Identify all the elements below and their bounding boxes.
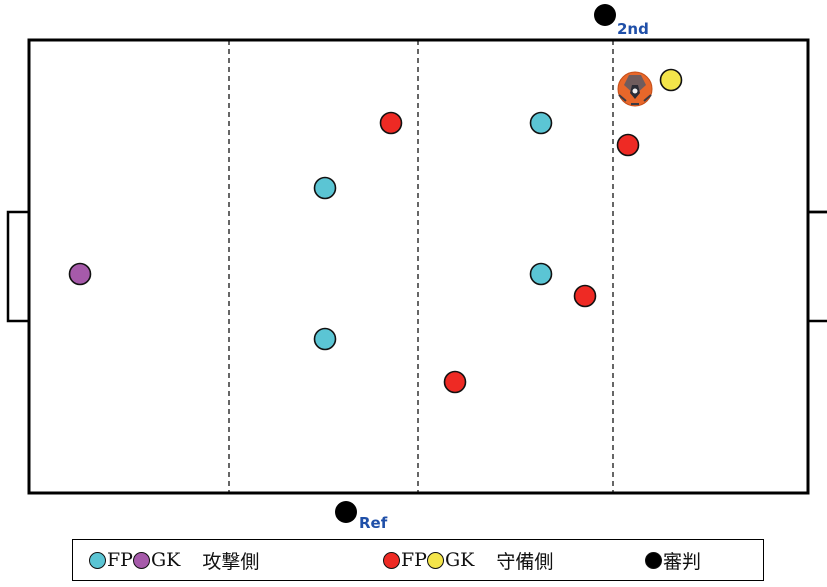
defend-fp-swatch [383, 551, 400, 569]
attack-fp-marker [313, 176, 337, 200]
defend-fp-marker [379, 111, 403, 135]
legend-defend-side-label: 守備側 [496, 550, 554, 573]
legend-attack: FP GK 攻撃側 [89, 540, 259, 580]
futsal-ball-icon [617, 71, 653, 107]
defend-fp-marker [616, 133, 640, 157]
main-referee-label: Ref [359, 514, 388, 532]
legend-defend: FP GK 守備側 [383, 540, 553, 580]
legend-attack-fp-label: FP [107, 549, 133, 571]
attack-fp-marker [529, 111, 553, 135]
attack-gk-marker [68, 262, 92, 286]
attack-gk-swatch [132, 551, 150, 569]
attack-fp-swatch [89, 551, 106, 569]
players-layer [68, 68, 683, 394]
main-referee-marker [335, 501, 357, 523]
legend-defend-fp-label: FP [401, 549, 427, 571]
legend-box: FP GK 攻撃側 FP GK 守備側 審判 [72, 539, 764, 581]
referee-swatch [645, 551, 662, 569]
defend-gk-swatch [426, 551, 444, 569]
defend-fp-marker [443, 370, 467, 394]
left-goal [6, 210, 29, 323]
legend-referee-label: 審判 [663, 550, 702, 573]
second-referee-marker [594, 4, 616, 26]
second-referee-label: 2nd [617, 20, 649, 38]
legend-referee: 審判 [645, 540, 701, 580]
legend-attack-side-label: 攻撃側 [202, 550, 260, 573]
defend-gk-marker [659, 68, 683, 92]
legend-defend-gk-label: GK [444, 549, 475, 571]
attack-fp-marker [313, 327, 337, 351]
defend-fp-marker [573, 284, 597, 308]
legend-attack-gk-label: GK [150, 549, 181, 571]
attack-fp-marker [529, 262, 553, 286]
